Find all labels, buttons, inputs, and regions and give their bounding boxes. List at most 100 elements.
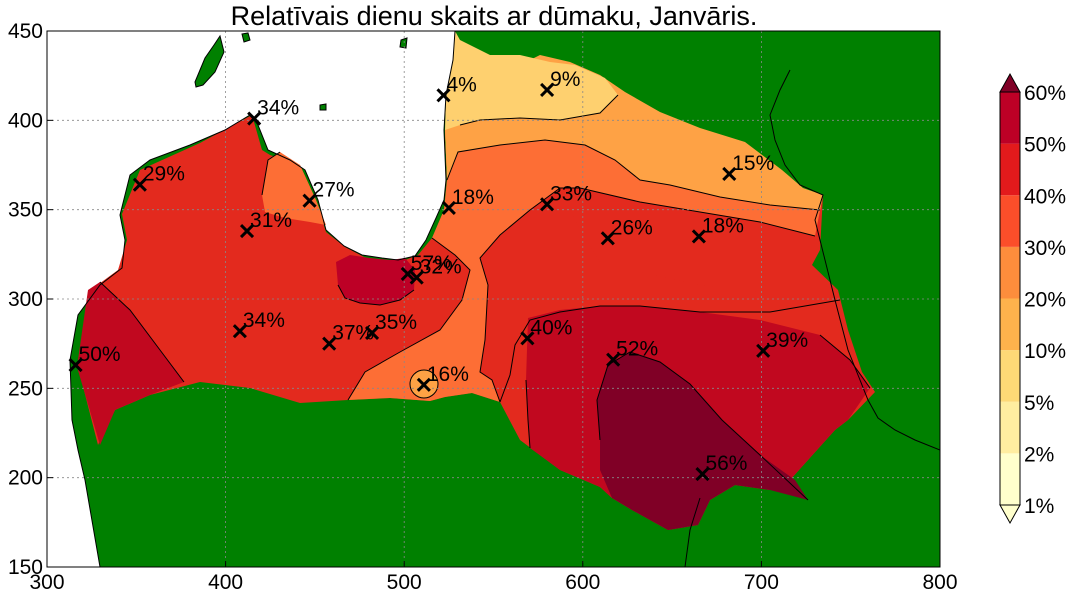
- station-cross-icon: [441, 200, 456, 215]
- station-cross-icon: [540, 197, 555, 212]
- small-island-3: [319, 103, 327, 111]
- colorbar-label: 10%: [1024, 340, 1066, 363]
- colorbar-frame: [999, 91, 1021, 506]
- colorbar-band: [1000, 92, 1020, 144]
- station-cross-icon: [600, 231, 615, 246]
- station-value-label: 56%: [705, 452, 747, 475]
- station-cross-icon: [132, 177, 147, 192]
- station-marker: 4%: [436, 73, 477, 103]
- x-tick-label: 700: [744, 571, 779, 594]
- contour-fills: [77, 31, 875, 530]
- station-value-label: 33%: [550, 182, 592, 205]
- station-value-label: 52%: [616, 338, 658, 361]
- colorbar-label: 40%: [1024, 185, 1066, 208]
- region-5-10: [445, 31, 618, 130]
- station-cross-icon: [400, 266, 415, 282]
- station-marker: 57%: [400, 252, 453, 282]
- station-cross-icon: [540, 82, 555, 98]
- station-marker: 9%: [540, 68, 580, 98]
- station-value-label: 39%: [766, 329, 808, 352]
- colorbar-label: 1%: [1024, 495, 1054, 518]
- region-30-40-inner: [480, 188, 840, 402]
- contour-line-11: [337, 284, 415, 306]
- station-value-label: 37%: [332, 322, 374, 345]
- station-marker: 16%: [416, 363, 469, 392]
- colorbar-band: [1000, 143, 1020, 196]
- colorbar-label: 5%: [1024, 392, 1054, 415]
- station-marker: 27%: [302, 179, 355, 208]
- station-cross-icon: [364, 325, 380, 341]
- x-tick-label: 300: [29, 571, 64, 594]
- station-value-label: 27%: [313, 179, 355, 202]
- small-island-1: [241, 32, 251, 43]
- map-title: Relatīvais dienu skaits ar dūmaku, Janvā…: [231, 1, 758, 31]
- station-cross-icon: [302, 193, 317, 208]
- contour-line-4: [499, 299, 841, 403]
- station-value-label: 9%: [550, 68, 580, 91]
- contour-lines: [99, 94, 871, 501]
- contour-line-6: [819, 334, 871, 389]
- grid-lines: [47, 31, 940, 567]
- station-value-label: 4%: [446, 73, 476, 96]
- station-marker: 39%: [756, 329, 808, 358]
- x-axis: 300 400 500 600 700 800: [29, 561, 958, 594]
- station-marker: 56%: [695, 452, 747, 482]
- station-cross-icon: [68, 358, 83, 373]
- station-cross-icon: [691, 229, 706, 244]
- station-marker: 29%: [132, 163, 185, 192]
- station-value-label: 18%: [702, 214, 744, 237]
- station-cross-icon: [232, 324, 247, 339]
- station-value-label: 16%: [427, 363, 469, 386]
- station-value-label: 31%: [250, 209, 292, 232]
- y-tick-label: 450: [8, 20, 43, 43]
- region-20-30-rinkis: [262, 152, 326, 225]
- station-marker: 50%: [68, 343, 121, 373]
- small-island-2: [399, 37, 408, 49]
- station-value-label: 34%: [257, 97, 299, 120]
- y-tick-label: 150: [8, 556, 43, 579]
- y-tick-label: 200: [8, 467, 43, 490]
- contour-line-8: [446, 139, 821, 211]
- station-value-label: 57%: [411, 252, 453, 275]
- station-value-label: 40%: [530, 316, 572, 339]
- station-cross-icon: [722, 166, 737, 181]
- region-40-50-west: [77, 282, 184, 445]
- colorbar-extend-max-icon: [999, 72, 1021, 93]
- station-cross-icon: [239, 224, 255, 239]
- colorbar-band: [1000, 298, 1020, 351]
- colorbar: 1% 2% 5% 10% 20% 30% 40% 50% 60%: [999, 72, 1066, 525]
- colorbar-band: [1000, 401, 1020, 454]
- y-tick-label: 250: [8, 377, 43, 400]
- colorbar-extend-min-icon: [999, 504, 1021, 525]
- region-50-60: [597, 352, 808, 530]
- colorbar-label: 2%: [1024, 443, 1054, 466]
- station-cross-icon: [520, 331, 535, 346]
- station-cross-icon: [322, 336, 337, 351]
- x-tick-label: 600: [565, 571, 600, 594]
- contour-line-2: [347, 237, 471, 401]
- station-marker: 52%: [606, 338, 658, 367]
- colorbar-label: 30%: [1024, 237, 1066, 260]
- station-marker: 18%: [441, 186, 494, 215]
- station-cross-icon: [247, 111, 262, 126]
- colorbar-band: [1000, 350, 1020, 402]
- station-value-label: 35%: [375, 311, 417, 334]
- country-border: [684, 69, 940, 567]
- y-tick-label: 300: [8, 288, 43, 311]
- coastline: [69, 31, 456, 567]
- station-marker: 37%: [322, 322, 374, 351]
- colorbar-band: [1000, 246, 1020, 299]
- y-axis: 150 200 250 300 350 400 450: [8, 20, 53, 579]
- station-marker: 31%: [239, 209, 292, 239]
- station-marker: 26%: [600, 216, 653, 246]
- contour-line-3: [479, 187, 816, 403]
- station-cross-icon: [606, 352, 621, 367]
- contour-line-1: [99, 281, 185, 383]
- station-marker: 32%: [409, 256, 462, 285]
- x-tick-label: 800: [922, 571, 957, 594]
- colorbar-label: 50%: [1024, 134, 1066, 157]
- contour-line-7: [596, 351, 809, 501]
- y-tick-label: 350: [8, 199, 43, 222]
